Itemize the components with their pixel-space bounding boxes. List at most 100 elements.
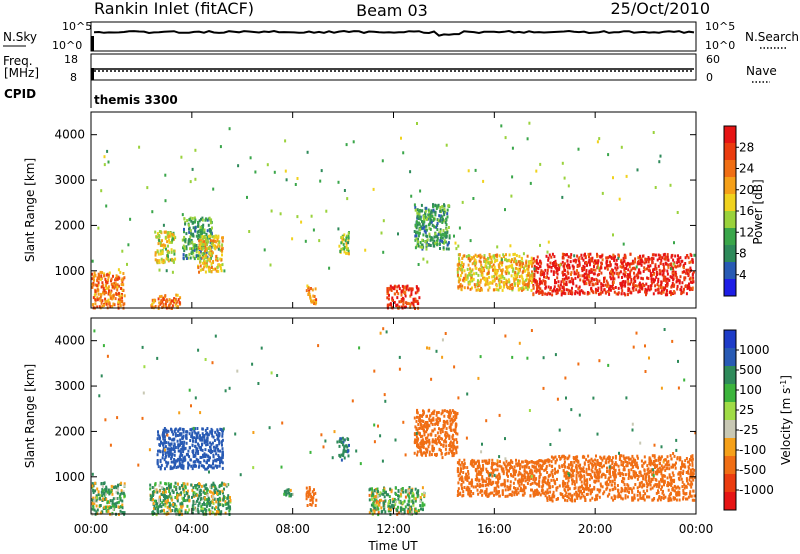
echo-cell xyxy=(153,298,156,302)
echo-cell xyxy=(557,284,560,288)
echo-cell xyxy=(451,454,454,458)
echo-cell xyxy=(636,284,639,288)
echo-cell xyxy=(176,499,179,503)
echo-cell xyxy=(415,511,418,515)
echo-cell xyxy=(545,276,548,279)
echo-cell xyxy=(173,447,176,451)
echo-cell xyxy=(425,247,428,251)
echo-cell xyxy=(98,305,101,309)
echo-cell xyxy=(499,285,502,289)
echo-cell xyxy=(471,480,474,484)
echo-cell xyxy=(162,446,165,450)
echo-cell xyxy=(508,493,511,497)
echo-cell xyxy=(588,271,591,275)
echo-cell xyxy=(469,239,472,243)
echo-cell xyxy=(536,280,539,284)
echo-cell xyxy=(201,252,204,256)
echo-cell xyxy=(118,276,121,280)
echo-cell xyxy=(206,458,209,462)
freq-tick-bottom: 8 xyxy=(70,71,77,84)
echo-cell xyxy=(480,288,483,292)
echo-cell xyxy=(217,234,220,238)
echo-cell xyxy=(479,472,482,476)
echo-cell xyxy=(179,296,182,300)
echo-cell xyxy=(472,460,475,464)
echo-cell xyxy=(371,492,374,496)
echo-cell xyxy=(447,247,450,251)
echo-cell xyxy=(527,472,530,476)
echo-cell xyxy=(161,260,164,264)
echo-cell xyxy=(463,458,466,462)
echo-cell xyxy=(187,466,190,470)
echo-cell xyxy=(421,226,424,230)
echo-cell xyxy=(660,289,663,293)
echo-cell xyxy=(533,273,536,277)
echo-cell xyxy=(620,261,623,265)
echo-cell xyxy=(666,277,669,281)
echo-cell xyxy=(393,497,396,501)
echo-cell xyxy=(638,281,641,285)
echo-cell xyxy=(622,280,625,283)
echo-cell xyxy=(515,259,518,263)
echo-cell xyxy=(200,497,203,500)
echo-cell xyxy=(601,290,604,294)
echo-cell xyxy=(555,292,558,296)
echo-cell xyxy=(528,271,530,275)
echo-cell xyxy=(449,425,452,429)
echo-cell xyxy=(505,459,508,463)
echo-cell xyxy=(502,253,505,257)
echo-cell xyxy=(563,253,565,256)
echo-cell xyxy=(191,495,193,499)
echo-cell xyxy=(596,254,599,258)
echo-cell xyxy=(542,279,545,283)
echo-cell xyxy=(183,227,185,231)
echo-cell xyxy=(455,448,458,452)
echo-cell xyxy=(510,194,513,198)
echo-cell xyxy=(453,438,456,442)
echo-cell xyxy=(633,277,635,281)
echo-cell xyxy=(118,294,121,298)
echo-cell xyxy=(184,222,187,226)
echo-cell xyxy=(171,257,174,261)
echo-cell xyxy=(404,495,407,499)
echo-cell xyxy=(566,259,569,263)
echo-cell xyxy=(122,490,125,494)
echo-cell xyxy=(92,489,95,492)
echo-cell xyxy=(191,488,194,492)
echo-cell xyxy=(187,242,190,246)
echo-cell xyxy=(470,269,473,273)
echo-cell xyxy=(345,236,348,240)
echo-cell xyxy=(197,223,200,227)
echo-cell xyxy=(184,510,187,514)
echo-cell xyxy=(458,280,460,284)
echo-cell xyxy=(421,219,423,223)
echo-cell xyxy=(308,486,311,489)
echo-cell xyxy=(103,274,106,278)
echo-cell xyxy=(451,409,454,413)
echo-cell xyxy=(492,469,495,473)
echo-cell xyxy=(189,235,192,239)
echo-cell xyxy=(674,273,677,277)
echo-cell xyxy=(435,241,438,245)
echo-cell xyxy=(166,462,169,466)
echo-cell xyxy=(171,304,174,308)
echo-cell xyxy=(96,305,99,309)
echo-cell xyxy=(157,430,159,434)
echo-cell xyxy=(481,271,484,275)
echo-cell xyxy=(101,494,104,498)
echo-cell xyxy=(604,283,607,287)
echo-cell xyxy=(206,498,209,502)
echo-cell xyxy=(111,500,114,504)
echo-cell xyxy=(516,464,519,468)
echo-cell xyxy=(454,428,457,432)
station-title: Rankin Inlet (fitACF) xyxy=(94,0,254,18)
echo-cell xyxy=(621,265,624,269)
echo-cell xyxy=(194,460,197,464)
echo-cell xyxy=(536,261,539,265)
echo-cell xyxy=(622,260,625,264)
echo-cell xyxy=(668,278,671,282)
echo-cell xyxy=(539,273,542,277)
echo-cell xyxy=(193,491,196,495)
echo-cell xyxy=(645,293,647,297)
echo-cell xyxy=(167,231,170,234)
